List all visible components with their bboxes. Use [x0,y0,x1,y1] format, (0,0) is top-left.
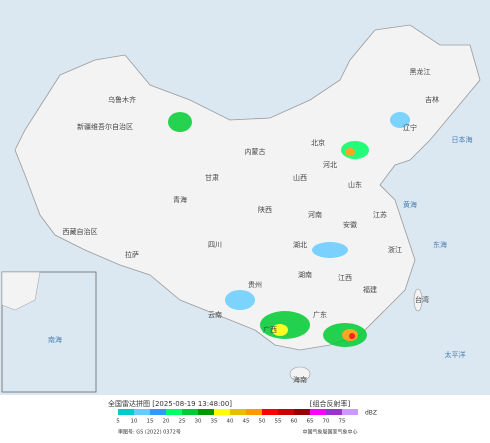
map-label: 甘肃 [205,173,219,182]
legend-swatch [310,409,326,415]
legend-swatch [150,409,166,415]
legend-value: 45 [243,419,250,425]
legend-swatch [230,409,246,415]
legend-value: 20 [163,419,170,425]
legend-swatch [278,409,294,415]
legend-value: 10 [131,419,138,425]
map-label: 广东 [313,310,327,319]
hainan [289,366,311,382]
map-label: 陕西 [258,205,272,214]
map-label: 河南 [308,210,322,219]
legend-swatch [166,409,182,415]
source: 中国气象局国家气象中心 [302,429,357,436]
map-label: 山东 [348,180,362,189]
legend-value: 15 [147,419,154,425]
map-label: 南海 [48,335,62,344]
map-label: 青海 [173,195,187,204]
map-label: 广西 [263,325,277,334]
map-label: 北京 [311,138,325,147]
legend-value: 65 [307,419,314,425]
map-label: 新疆维吾尔自治区 [77,122,133,131]
legend-swatch [294,409,310,415]
map-label: 吉林 [425,95,439,104]
map-label: 贵州 [248,280,262,289]
map-label: 安徽 [343,220,357,229]
legend-panel [0,395,490,439]
map-label: 江西 [338,274,352,282]
legend-swatch [118,409,134,415]
legend-unit: dBZ [365,410,377,417]
legend-swatch [342,409,358,415]
map-label: 太平洋 [445,350,466,359]
legend-value: 70 [323,419,330,425]
approval-number: 审图号: GS (2022) 0372号 [118,429,181,436]
legend-value: 55 [275,419,282,425]
map-label: 浙江 [388,245,402,254]
legend-value: 75 [339,419,346,425]
map-label: 海南 [293,375,307,384]
inset-land [1,271,41,311]
map-label: 西藏自治区 [63,227,98,236]
legend-swatch [246,409,262,415]
legend-value: 50 [259,419,266,425]
map-label: 台湾 [415,295,429,304]
legend-value: 35 [211,419,218,425]
map-label: 云南 [208,310,222,319]
legend-swatch [262,409,278,415]
map-label: 湖南 [298,270,312,279]
land [14,24,481,351]
legend-value: 40 [227,419,234,425]
map-label: 福建 [363,285,377,294]
map-label: 山西 [293,173,307,182]
legend-swatch [214,409,230,415]
map-label: 东海 [433,240,447,249]
legend-value: 30 [195,419,202,425]
map-label: 江苏 [373,210,387,219]
legend-value: 60 [291,419,298,425]
legend-swatch [198,409,214,415]
map-label: 乌鲁木齐 [108,95,136,104]
legend-title: 全国雷达拼图 [2025-08-19 13:48:00] [108,399,232,408]
product-name: [组合反射率] [310,399,351,408]
map-label: 湖北 [293,240,307,249]
legend-swatch [182,409,198,415]
radar-echoes [35,112,410,347]
map-label: 黄海 [403,200,417,209]
map-label: 内蒙古 [245,147,266,156]
legend-swatch [326,409,342,415]
map-label: 黑龙江 [410,67,431,76]
map-label: 四川 [208,241,222,249]
taiwan [413,288,423,312]
map-label: 日本海 [452,135,473,144]
map-label: 拉萨 [125,250,139,259]
legend-value: 5 [116,419,120,425]
legend-swatch [134,409,150,415]
legend-value: 25 [179,419,186,425]
map-label: 辽宁 [403,123,417,132]
map-label: 河北 [323,161,337,169]
